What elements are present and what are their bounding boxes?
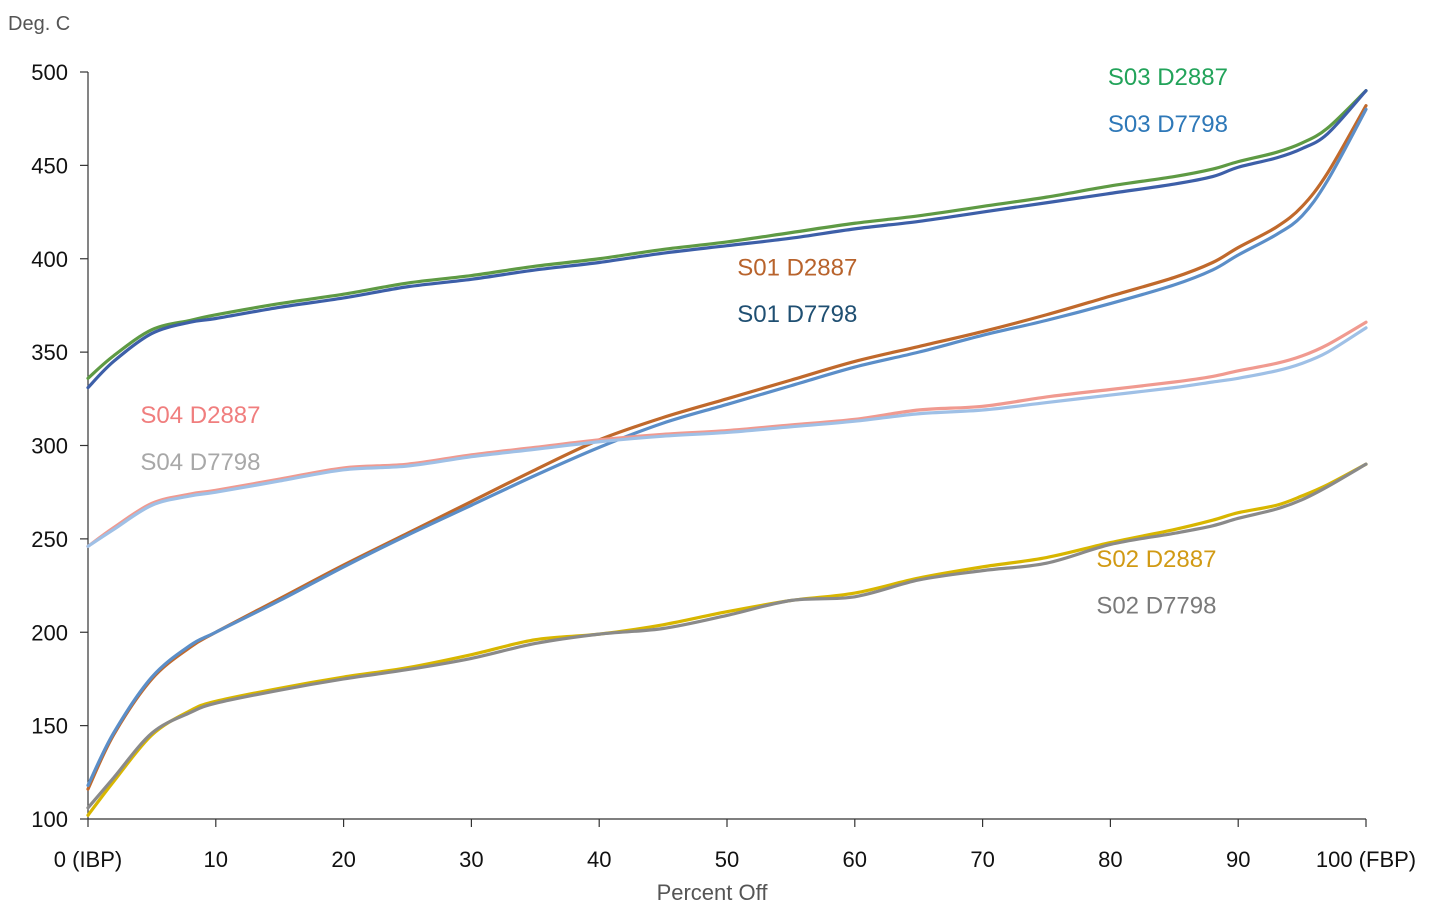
- series-line-s02-d7798: [86, 462, 1368, 810]
- x-axis-ticks: 0 (IBP) 10 20 30 40 50 60 70 80 90 100 (FBP): [54, 819, 1416, 872]
- y-tick-label: 300: [31, 434, 68, 459]
- series-label-s04-d2887: S04 D2887: [140, 402, 260, 429]
- y-tick-label: 200: [31, 620, 68, 645]
- series-line-s02-d2887: [86, 462, 1368, 817]
- series-line-s03-d7798: [86, 89, 1368, 390]
- y-axis-title: Deg. C: [8, 13, 70, 35]
- series-label-s03-d7798: S03 D7798: [1108, 111, 1228, 138]
- y-tick-label: 400: [31, 247, 68, 272]
- series-line-s01-d2887: [86, 104, 1368, 791]
- x-tick-label: 100 (FBP): [1316, 847, 1416, 872]
- series-line-s04-d2887: [86, 320, 1368, 548]
- series-labels: S03 D2887 S03 D7798 S01 D2887 S01 D7798 S04 …: [140, 64, 1228, 620]
- x-tick-label: 20: [331, 847, 355, 872]
- x-tick-label: 30: [459, 847, 483, 872]
- series-line-s03-d2887: [86, 89, 1368, 380]
- x-tick-label: 40: [587, 847, 611, 872]
- axes: [87, 72, 1366, 820]
- y-tick-label: 100: [31, 807, 68, 832]
- series-line-s04-d7798: [86, 326, 1368, 548]
- series-label-s01-d7798: S01 D7798: [737, 301, 857, 328]
- x-tick-label: 60: [843, 847, 867, 872]
- series-lines: [86, 89, 1368, 817]
- series-label-s02-d7798: S02 D7798: [1096, 593, 1216, 620]
- y-axis-ticks: 100 150 200 250 300 350 400 450 500: [31, 60, 88, 832]
- series-line-s01-d7798: [86, 107, 1368, 787]
- x-tick-label: 70: [970, 847, 994, 872]
- y-tick-label: 350: [31, 340, 68, 365]
- series-label-s02-d2887: S02 D2887: [1096, 546, 1216, 573]
- x-tick-label: 90: [1226, 847, 1250, 872]
- x-tick-label: 50: [715, 847, 739, 872]
- x-tick-label: 80: [1098, 847, 1122, 872]
- series-label-s01-d2887: S01 D2887: [737, 255, 857, 282]
- y-tick-label: 150: [31, 714, 68, 739]
- series-label-s04-d7798: S04 D7798: [140, 449, 260, 476]
- y-tick-label: 250: [31, 527, 68, 552]
- x-axis-title: Percent Off: [657, 880, 769, 905]
- x-tick-label: 10: [204, 847, 228, 872]
- x-tick-label: 0 (IBP): [54, 847, 122, 872]
- series-label-s03-d2887: S03 D2887: [1108, 64, 1228, 91]
- y-tick-label: 450: [31, 153, 68, 178]
- y-tick-label: 500: [31, 60, 68, 85]
